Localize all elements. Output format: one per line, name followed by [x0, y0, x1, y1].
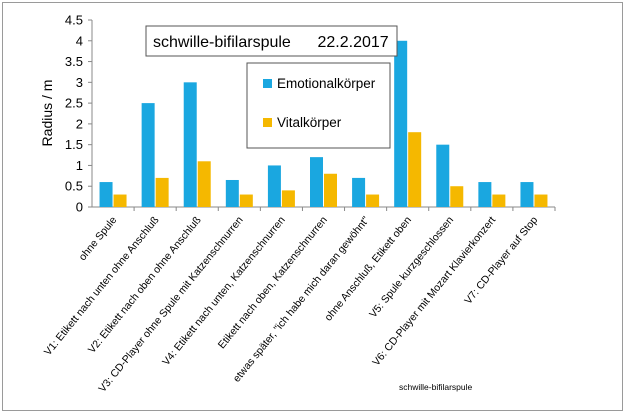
y-tick-label: 0	[76, 200, 83, 215]
y-tick-label: 3.5	[65, 54, 83, 69]
x-category-label: ohne Spule	[77, 214, 120, 263]
legend-swatch-emotionalkoerper	[263, 79, 272, 88]
y-axis-ticks: 0 0.5 1 1.5 2 2.5 3 3.5 4 4.5	[65, 13, 92, 215]
x-category-label: V7: CD-Player auf Stop	[462, 214, 540, 306]
bar-emotionalkoerper	[310, 157, 323, 207]
legend-swatch-vitalkoerper	[263, 118, 272, 127]
bar-vitalkoerper	[366, 194, 380, 207]
bar-emotionalkoerper	[225, 179, 239, 207]
bar-emotionalkoerper	[267, 165, 281, 207]
y-tick-label: 3	[76, 75, 83, 90]
bar-emotionalkoerper	[520, 182, 534, 207]
bar-emotionalkoerper	[436, 144, 450, 207]
bar-vitalkoerper	[197, 161, 211, 207]
legend-label-emotionalkoerper: Emotionalkörper	[277, 76, 376, 91]
chart-title: schwille-bifilarspule 22.2.2017	[153, 34, 389, 51]
chart-title-box: schwille-bifilarspule 22.2.2017	[145, 25, 398, 57]
y-tick-label: 0.5	[65, 179, 83, 194]
bar-emotionalkoerper	[352, 177, 366, 207]
y-tick-label: 4.5	[65, 13, 83, 28]
y-tick-label: 1	[76, 158, 83, 173]
bar-emotionalkoerper	[141, 103, 155, 207]
y-tick-label: 1.5	[65, 137, 83, 152]
y-tick-label: 4	[76, 33, 83, 48]
bar-emotionalkoerper	[478, 182, 492, 207]
y-tick-label: 2	[76, 116, 83, 131]
y-tick-label: 2.5	[65, 96, 83, 111]
bar-vitalkoerper	[408, 132, 422, 207]
bar-vitalkoerper	[239, 194, 253, 207]
bar-vitalkoerper	[155, 177, 169, 207]
legend: Emotionalkörper Vitalkörper	[246, 62, 391, 149]
bar-vitalkoerper	[492, 194, 506, 207]
bar-emotionalkoerper	[183, 82, 197, 207]
bar-emotionalkoerper	[394, 40, 408, 208]
x-category-label: V5: Spule kurzgeschlossen	[367, 214, 456, 320]
bar-emotionalkoerper	[99, 182, 113, 207]
bar-vitalkoerper	[281, 190, 295, 207]
bar-vitalkoerper	[324, 173, 337, 207]
legend-label-vitalkoerper: Vitalkörper	[277, 115, 342, 130]
y-axis-label: Radius / m	[39, 80, 55, 147]
bars	[99, 40, 548, 208]
x-category-label: ohne Anschluß, Etikett oben	[322, 214, 414, 323]
footer-note: schwille-bifilarspule	[399, 382, 472, 392]
bar-vitalkoerper	[534, 194, 548, 207]
bar-vitalkoerper	[450, 186, 464, 207]
x-category-label: V3: CD-Player ohne Spule mit Katzenschnu…	[96, 214, 245, 394]
bar-vitalkoerper	[113, 194, 127, 207]
